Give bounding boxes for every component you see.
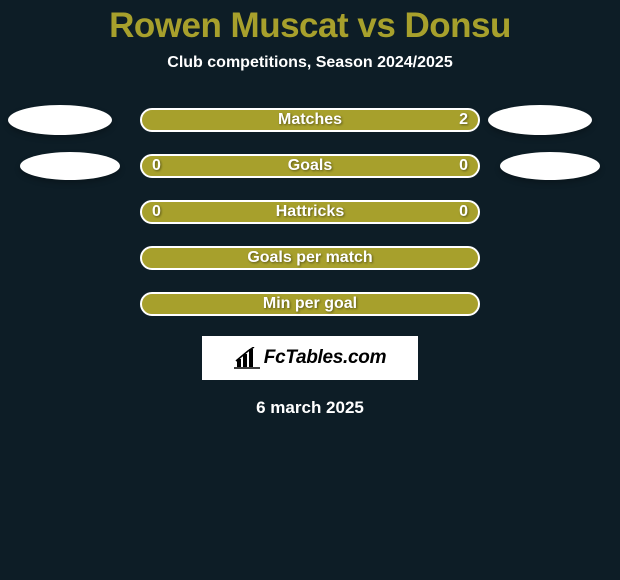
- site-logo: FcTables.com: [202, 336, 418, 380]
- left-ellipse-icon: [20, 152, 120, 180]
- stat-bar: Matches 2: [140, 108, 480, 132]
- stat-label: Goals: [142, 157, 478, 175]
- date-label: 6 march 2025: [0, 398, 620, 418]
- stat-row: Matches 2: [0, 108, 620, 132]
- subtitle: Club competitions, Season 2024/2025: [0, 54, 620, 72]
- stats-rows: Matches 2 0 Goals 0 0 Hattricks 0 Goals …: [0, 108, 620, 316]
- left-ellipse-icon: [8, 105, 112, 135]
- stat-label: Matches: [142, 111, 478, 129]
- comparison-card: Rowen Muscat vs Donsu Club competitions,…: [0, 0, 620, 580]
- stat-value-right: 0: [459, 203, 468, 221]
- stat-label: Min per goal: [142, 295, 478, 313]
- stat-row: Goals per match: [0, 246, 620, 270]
- stat-label: Hattricks: [142, 203, 478, 221]
- stat-bar: 0 Hattricks 0: [140, 200, 480, 224]
- logo-text: FcTables.com: [264, 347, 386, 369]
- stat-value-right: 0: [459, 157, 468, 175]
- stat-bar: 0 Goals 0: [140, 154, 480, 178]
- stat-row: 0 Hattricks 0: [0, 200, 620, 224]
- stat-row: Min per goal: [0, 292, 620, 316]
- stat-bar: Min per goal: [140, 292, 480, 316]
- stat-label: Goals per match: [142, 249, 478, 267]
- stat-row: 0 Goals 0: [0, 154, 620, 178]
- bar-chart-icon: [234, 347, 260, 369]
- page-title: Rowen Muscat vs Donsu: [0, 0, 620, 46]
- stat-value-right: 2: [459, 111, 468, 129]
- right-ellipse-icon: [488, 105, 592, 135]
- right-ellipse-icon: [500, 152, 600, 180]
- stat-bar: Goals per match: [140, 246, 480, 270]
